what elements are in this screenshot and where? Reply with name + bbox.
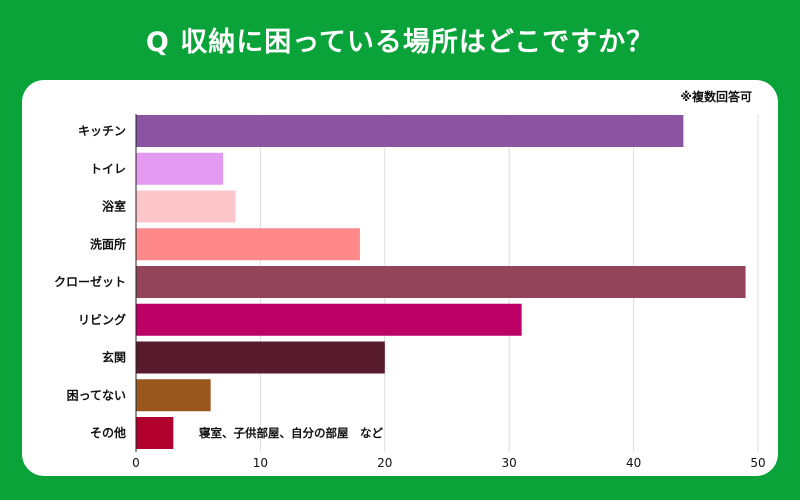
bar — [136, 341, 385, 374]
x-tick-label: 40 — [626, 456, 641, 470]
bar — [136, 266, 746, 298]
category-label: リビング — [78, 312, 126, 327]
x-tick-label: 0 — [132, 456, 140, 470]
bar — [136, 152, 224, 185]
category-label: 洗面所 — [90, 236, 126, 251]
category-label: 玄関 — [102, 350, 126, 365]
bar — [136, 190, 236, 223]
multiple-answers-note: ※複数回答可 — [680, 90, 752, 104]
category-label: 浴室 — [102, 199, 126, 214]
category-label: クローゼット — [54, 274, 126, 289]
x-tick-label: 10 — [253, 456, 268, 470]
bar — [136, 379, 211, 412]
annotation-text: 寝室、子供部屋、自分の部屋 など — [199, 426, 383, 440]
category-label: トイレ — [90, 162, 126, 176]
category-label: キッチン — [78, 124, 126, 138]
category-label: 困ってない — [67, 388, 126, 402]
bar — [136, 303, 522, 336]
bar — [136, 228, 360, 261]
x-tick-label: 20 — [377, 456, 392, 470]
category-label: その他 — [90, 425, 126, 440]
x-tick-label: 50 — [750, 456, 765, 470]
bar — [136, 115, 684, 147]
x-tick-label: 30 — [502, 456, 517, 470]
chart-title: Q 収納に困っている場所はどこですか？ — [145, 26, 655, 58]
bar — [136, 417, 174, 449]
